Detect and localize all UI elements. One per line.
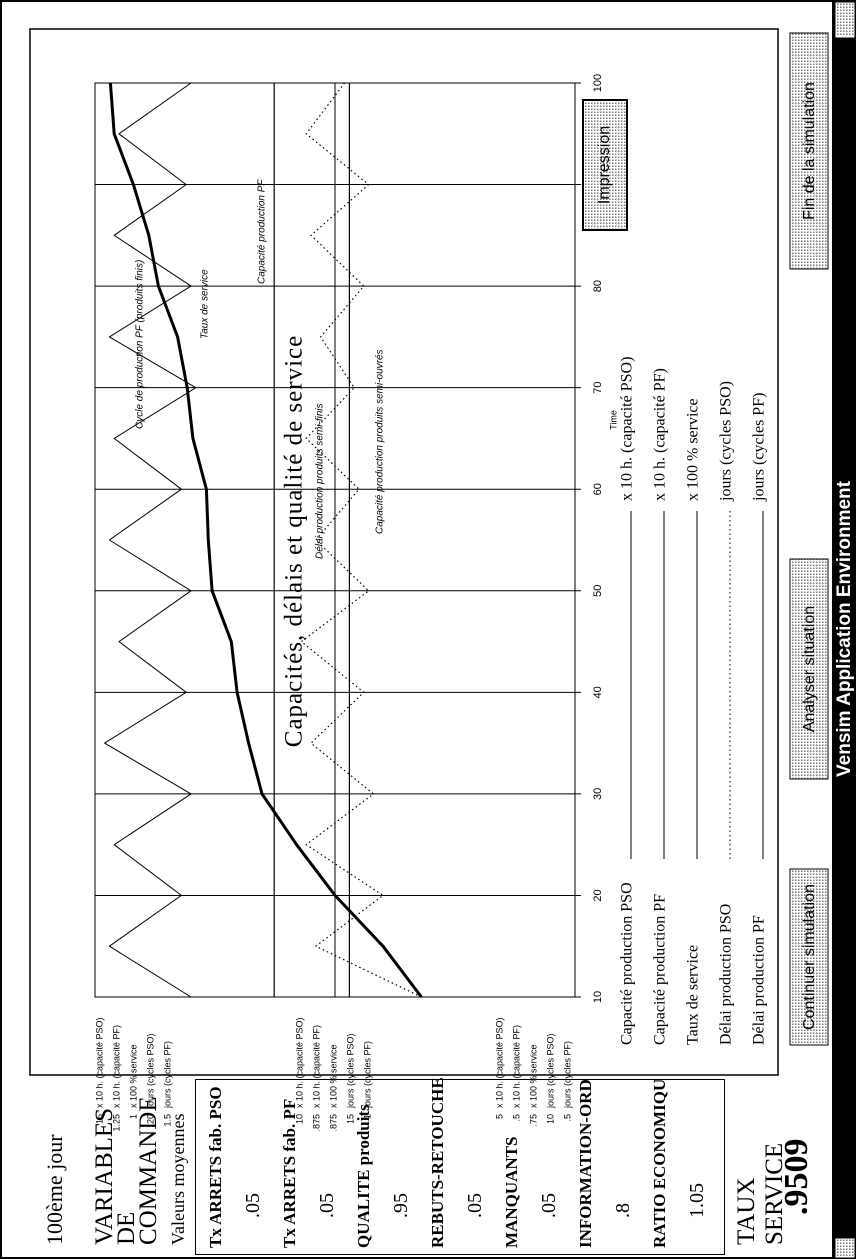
zoom-box[interactable]: [835, 2, 855, 38]
scale-value: 1: [362, 1114, 372, 1119]
scale-unit: x 10 h. (capacité PSO): [294, 1017, 304, 1108]
continue-button[interactable]: [789, 868, 829, 1046]
series-annotation: Cycle de production PF (produits finis): [135, 260, 146, 429]
variable-label: RATIO ECONOMIQU: [650, 1078, 669, 1248]
variable-label: INFORMATION-ORD: [576, 1079, 595, 1248]
legend-label: Délai production PSO: [718, 904, 735, 1045]
x-tick-label: 20: [592, 889, 604, 901]
x-tick-label: 80: [592, 280, 604, 292]
scale-value: .875: [311, 1114, 321, 1132]
x-tick-label: 40: [592, 686, 604, 698]
analyse-button[interactable]: [789, 558, 829, 780]
scale-unit: x 100 % service: [128, 1044, 138, 1108]
series-annotation: Capacité production produits semi-ouvrés: [375, 349, 386, 534]
variable-value: .95: [390, 1193, 412, 1218]
legend-unit: jours (cycles PSO): [718, 381, 735, 502]
legend-unit: x 100 % service: [685, 398, 702, 501]
finish-button[interactable]: [789, 32, 829, 270]
scale-value: .5: [511, 1114, 521, 1122]
legend-label: Capacité production PF: [652, 894, 669, 1045]
print-button[interactable]: [582, 99, 628, 231]
x-tick-label: 60: [592, 483, 604, 495]
series-line: [300, 82, 422, 998]
scale-value: 15: [345, 1114, 355, 1124]
chart-panel: [29, 28, 779, 1076]
continue-button-label[interactable]: Continuer simulation: [801, 884, 818, 1030]
legend-label: Capacité production PSO: [619, 882, 636, 1045]
scale-value: .75: [528, 1114, 538, 1127]
variable-value: .05: [538, 1193, 560, 1218]
left-panel: 100ème jour VARIABLES DE COMMANDE Valeur…: [0, 1077, 830, 1255]
analyse-button-label[interactable]: Analyser situation: [801, 606, 818, 732]
variable-value: .05: [464, 1193, 486, 1218]
legend-unit: jours (cycles PF): [751, 393, 768, 502]
scale-value: .875: [328, 1114, 338, 1132]
scale-value: 1: [128, 1114, 138, 1119]
x-tick-label: 70: [592, 382, 604, 394]
scale-unit: x 10 h. (capacité PF): [311, 1025, 321, 1108]
panel-heading: VARIABLES DE COMMANDE: [91, 1096, 162, 1245]
variable-label: Tx ARRETS fab. PF: [280, 1098, 299, 1248]
panel-subheading: Valeurs moyennes: [168, 1113, 188, 1245]
variable-value: .8: [612, 1203, 634, 1218]
close-box[interactable]: [835, 1238, 855, 1258]
finish-button-label[interactable]: Fin de la simulation: [801, 82, 818, 220]
scale-unit: jours (cycles PF): [162, 1041, 172, 1109]
day-label: 100ème jour: [42, 1134, 67, 1245]
series-annotation: Taux de service: [200, 269, 211, 339]
series-annotation: Capacité production PF: [257, 179, 268, 284]
window-title: Vensim Application Environment: [834, 480, 855, 777]
legend-unit: x 10 h. (capacité PF): [652, 368, 669, 501]
scale-value: 10: [545, 1114, 555, 1124]
scale-unit: x 10 h. (capacité PF): [111, 1025, 121, 1108]
x-tick-label: 100: [592, 74, 604, 92]
scale-unit: jours (cycles PF): [562, 1041, 572, 1109]
legend-label: Délai production PF: [751, 915, 768, 1045]
variables-box: Tx ARRETS fab. PSO .05 Tx ARRETS fab. PF .0…: [195, 1078, 725, 1255]
scale-value: 20: [145, 1114, 155, 1124]
scale-value: 1.5: [162, 1114, 172, 1127]
scale-value: 5: [494, 1114, 504, 1119]
scale-unit: x 100 % service: [328, 1044, 338, 1108]
series-line: [104, 82, 197, 998]
scale-unit: x 10 h. (capacité PSO): [94, 1017, 104, 1108]
scale-unit: jours (cycles PSO): [545, 1033, 555, 1109]
scale-unit: jours (cycles PSO): [345, 1033, 355, 1109]
legend-label: Taux de service: [685, 945, 702, 1045]
series-line: [108, 82, 423, 998]
legend-unit: x 10 h. (capacité PSO): [619, 357, 636, 501]
scale-value: 10: [294, 1114, 304, 1124]
scale-value: .5: [562, 1114, 572, 1122]
scale-unit: x 10 h. (capacité PSO): [494, 1017, 504, 1108]
scale-unit: jours (cycles PSO): [145, 1033, 155, 1109]
scale-value: 15: [94, 1114, 104, 1124]
variable-value: .05: [316, 1193, 338, 1218]
variable-value: .05: [242, 1193, 264, 1218]
chart-title: Capacités, délais et qualité de service: [281, 335, 308, 747]
print-button-label[interactable]: Impression: [596, 126, 613, 204]
variable-label: MANQUANTS: [502, 1136, 521, 1248]
x-axis-label: Time: [608, 410, 618, 430]
variable-label: QUALITE produits: [354, 1104, 373, 1248]
variable-label: Tx ARRETS fab. PSO: [206, 1086, 225, 1248]
title-bar: [832, 0, 856, 1259]
variable-label: REBUTS-RETOUCHE: [428, 1078, 447, 1248]
result-value: .9509: [778, 1138, 815, 1216]
scale-value: 1.25: [111, 1114, 121, 1132]
x-tick-label: 50: [592, 585, 604, 597]
x-tick-label: 30: [592, 788, 604, 800]
scale-unit: jours (cycles PF): [362, 1041, 372, 1109]
scale-unit: x 10 h. (capacité PF): [511, 1025, 521, 1108]
scale-unit: x 100 % service: [528, 1044, 538, 1108]
series-annotation: Délai production produits semi-finis: [315, 403, 326, 559]
variable-value: 1.05: [686, 1183, 708, 1218]
x-tick-label: 10: [592, 991, 604, 1003]
